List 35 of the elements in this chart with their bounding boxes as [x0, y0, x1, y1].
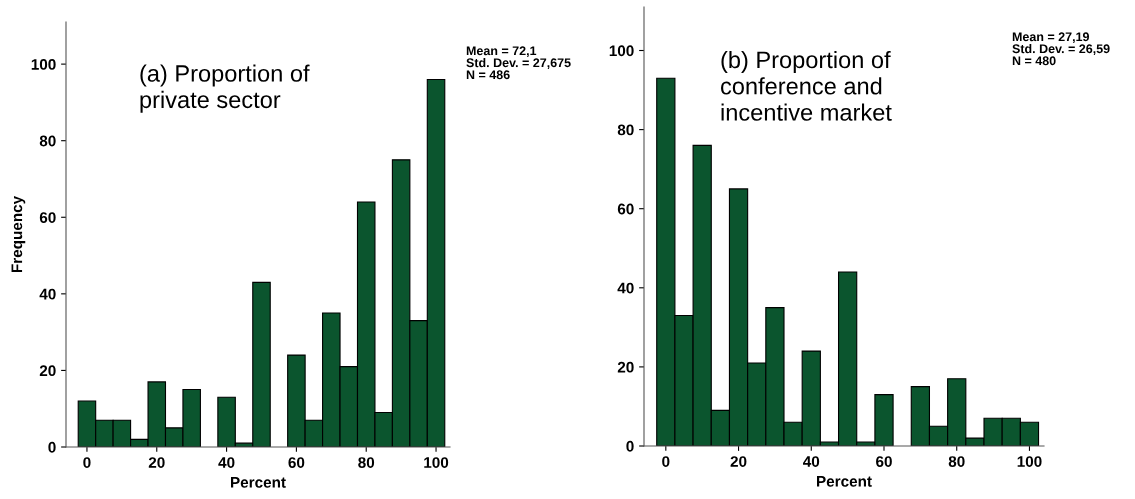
text: (b) Proportion of conference and incentive market — [721, 50, 892, 121]
x-tick-label: 20 — [148, 457, 165, 468]
annotation: Mean = 27,19 — [1012, 32, 1090, 43]
x-tick-label: 80 — [358, 457, 375, 468]
x-tick-label: 80 — [948, 456, 965, 467]
y-tick-label: 80 — [617, 124, 634, 136]
x-tick-label: 100 — [424, 457, 449, 468]
y-tick-label: 100 — [31, 58, 56, 70]
x-axis-title: Percent — [817, 476, 872, 487]
annotation: N = 480 — [1012, 56, 1056, 66]
x-axis-title: Percent — [231, 477, 286, 488]
x-tick-label: 60 — [876, 456, 892, 467]
x-tick-label: 0 — [83, 457, 91, 468]
text: N = 486 — [466, 70, 510, 80]
y-tick-label: 40 — [39, 288, 56, 300]
y-tick-label: 80 — [39, 135, 56, 147]
x-tick-label: 40 — [803, 456, 820, 467]
y-tick-label: 0 — [626, 440, 634, 452]
y-tick-label: 0 — [48, 441, 56, 453]
text: (a) Proportion of private sector — [140, 64, 310, 113]
y-axis-title: Frequency — [11, 195, 26, 273]
y-tick-label: 40 — [617, 282, 634, 294]
text: Mean = 72,1 — [466, 46, 537, 57]
x-tick-label: 100 — [1017, 456, 1042, 467]
annotation: Std. Dev. = 26,59 — [1012, 44, 1110, 55]
x-tick-label: 60 — [288, 457, 305, 468]
x-tick-label: 20 — [730, 456, 747, 467]
y-tick-label: 20 — [617, 361, 634, 373]
y-tick-label: 100 — [609, 45, 634, 57]
text: Std. Dev. = 27,675 — [466, 58, 571, 69]
y-tick-label: 60 — [39, 212, 56, 223]
x-tick-label: 0 — [662, 456, 670, 467]
y-tick-label: 60 — [617, 203, 634, 215]
x-tick-label: 40 — [218, 457, 235, 468]
y-tick-label: 20 — [39, 365, 56, 377]
